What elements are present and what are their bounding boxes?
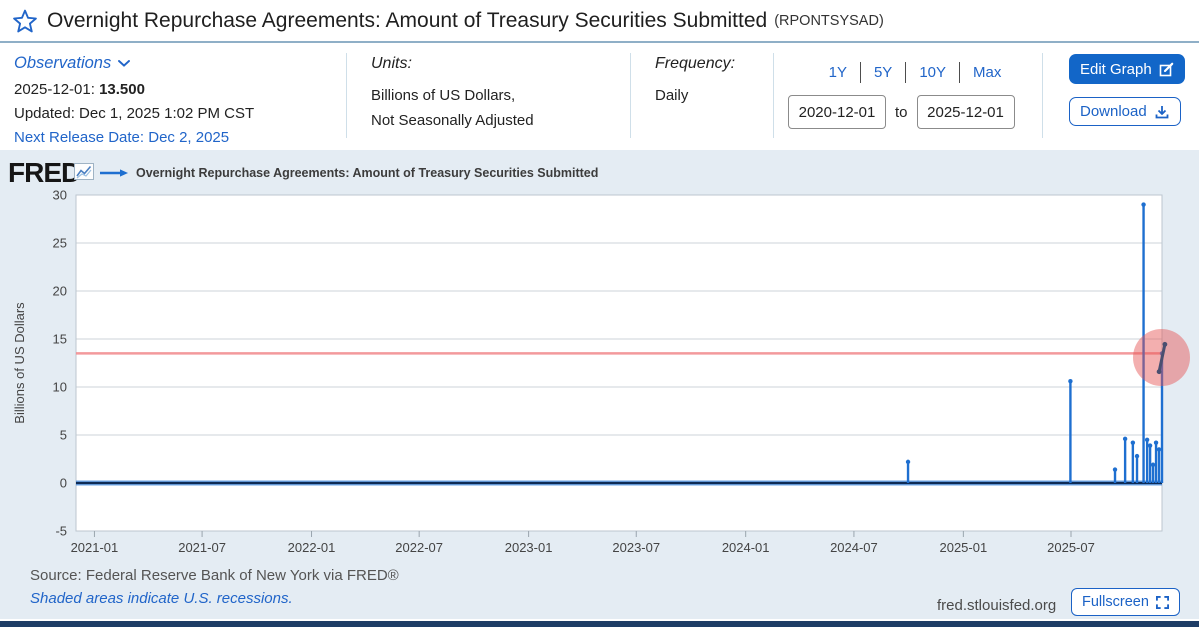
svg-text:25: 25 bbox=[53, 236, 67, 251]
meta-bar: Observations 2025-12-01: 13.500 Updated:… bbox=[0, 43, 1199, 150]
edit-graph-label: Edit Graph bbox=[1080, 60, 1152, 78]
divider bbox=[630, 53, 631, 138]
chart-section: FRED Overnight Repurchase Agreements: Am… bbox=[0, 150, 1199, 619]
fullscreen-icon bbox=[1155, 595, 1169, 609]
plot-canvas[interactable]: 30 25 20 15 10 5 0 -5 2021-01 2021-07 2022-01 2022-… bbox=[0, 150, 1199, 619]
site-url: fred.stlouisfed.org bbox=[937, 597, 1057, 614]
range-10y-button[interactable]: 10Y bbox=[919, 64, 947, 81]
end-date-input[interactable] bbox=[916, 95, 1015, 129]
favorite-star-icon[interactable] bbox=[13, 9, 37, 33]
edit-pencil-icon bbox=[1159, 62, 1174, 76]
chart-legend: Overnight Repurchase Agreements: Amount … bbox=[99, 166, 598, 180]
svg-text:20: 20 bbox=[53, 284, 67, 299]
units-panel: Units: Billions of US Dollars, Not Seaso… bbox=[371, 51, 534, 133]
observations-panel: Observations 2025-12-01: 13.500 Updated:… bbox=[14, 51, 254, 150]
latest-observation-date: 2025-12-01: bbox=[14, 81, 95, 98]
download-icon bbox=[1155, 105, 1169, 118]
svg-text:2025-01: 2025-01 bbox=[939, 540, 987, 555]
divider bbox=[905, 62, 907, 83]
chevron-down-icon bbox=[118, 59, 131, 67]
range-selector: 1Y 5Y 10Y Max bbox=[788, 62, 1042, 83]
fullscreen-label: Fullscreen bbox=[1082, 594, 1149, 610]
start-date-input[interactable] bbox=[788, 95, 886, 129]
divider bbox=[773, 53, 774, 138]
source-attribution: Source: Federal Reserve Bank of New York… bbox=[30, 567, 399, 584]
frequency-panel: Frequency: Daily bbox=[655, 51, 735, 108]
divider bbox=[1042, 53, 1043, 138]
latest-observation: 2025-12-01: 13.500 bbox=[14, 78, 254, 102]
units-line2: Not Seasonally Adjusted bbox=[371, 112, 534, 129]
svg-text:2021-01: 2021-01 bbox=[71, 540, 119, 555]
svg-text:5: 5 bbox=[60, 428, 67, 443]
svg-text:Billions of US Dollars: Billions of US Dollars bbox=[12, 302, 27, 424]
fullscreen-button[interactable]: Fullscreen bbox=[1071, 588, 1180, 616]
svg-text:2023-01: 2023-01 bbox=[505, 540, 553, 555]
svg-text:2021-07: 2021-07 bbox=[178, 540, 226, 555]
range-1y-button[interactable]: 1Y bbox=[828, 64, 847, 81]
legend-line-marker bbox=[100, 169, 128, 177]
units-line1: Billions of US Dollars, bbox=[371, 87, 516, 104]
download-label: Download bbox=[1080, 103, 1147, 120]
series-id: (RPONTSYSAD) bbox=[774, 12, 884, 29]
divider bbox=[859, 62, 861, 83]
svg-text:15: 15 bbox=[53, 332, 67, 347]
svg-text:2025-07: 2025-07 bbox=[1047, 540, 1095, 555]
download-button[interactable]: Download bbox=[1069, 97, 1181, 126]
range-5y-button[interactable]: 5Y bbox=[873, 64, 893, 81]
svg-text:2023-07: 2023-07 bbox=[612, 540, 660, 555]
svg-text:10: 10 bbox=[53, 380, 67, 395]
divider bbox=[959, 62, 961, 83]
svg-text:2024-01: 2024-01 bbox=[722, 540, 770, 555]
next-release-link[interactable]: Next Release Date: Dec 2, 2025 bbox=[14, 129, 230, 146]
svg-text:2024-07: 2024-07 bbox=[830, 540, 878, 555]
legend-series-label: Overnight Repurchase Agreements: Amount … bbox=[136, 166, 599, 180]
svg-text:-5: -5 bbox=[55, 524, 67, 539]
observations-label: Observations bbox=[14, 54, 112, 72]
updated-timestamp: Updated: Dec 1, 2025 1:02 PM CST bbox=[14, 105, 255, 122]
page-header: Overnight Repurchase Agreements: Amount … bbox=[0, 0, 1199, 43]
fred-logo: FRED bbox=[8, 157, 81, 188]
svg-text:2022-07: 2022-07 bbox=[395, 540, 443, 555]
latest-observation-value: 13.500 bbox=[99, 81, 145, 98]
date-range-to-label: to bbox=[895, 103, 908, 121]
fred-logo-chart-icon bbox=[74, 163, 94, 180]
date-range-controls: to bbox=[788, 95, 1015, 129]
frequency-value: Daily bbox=[655, 87, 689, 104]
observations-dropdown[interactable]: Observations bbox=[14, 51, 254, 75]
bottom-navy-strip bbox=[0, 621, 1199, 627]
divider bbox=[346, 53, 347, 138]
units-label: Units: bbox=[371, 55, 412, 72]
frequency-label: Frequency: bbox=[655, 55, 736, 72]
svg-text:30: 30 bbox=[53, 188, 67, 203]
recessions-note-link[interactable]: Shaded areas indicate U.S. recessions. bbox=[30, 590, 293, 607]
svg-text:0: 0 bbox=[60, 476, 67, 491]
svg-text:2022-01: 2022-01 bbox=[288, 540, 336, 555]
edit-graph-button[interactable]: Edit Graph bbox=[1069, 54, 1185, 84]
range-max-button[interactable]: Max bbox=[973, 64, 1002, 81]
page-title: Overnight Repurchase Agreements: Amount … bbox=[47, 8, 768, 32]
